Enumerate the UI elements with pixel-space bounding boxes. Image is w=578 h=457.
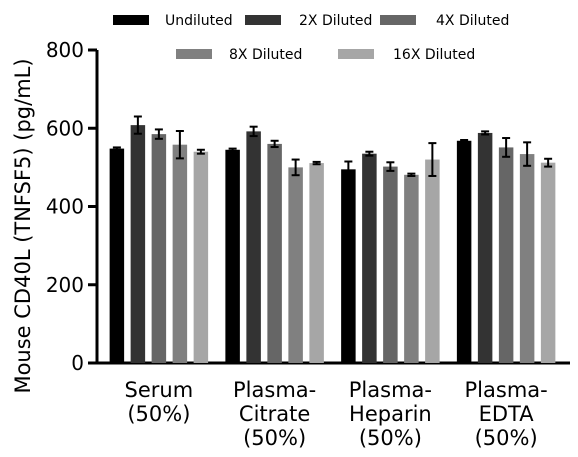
- bar: [109, 148, 125, 363]
- legend-label: 16X Diluted: [393, 47, 475, 63]
- legend-item: 4X Diluted: [380, 13, 509, 29]
- bar: [456, 140, 472, 363]
- bar: [246, 131, 261, 363]
- legend-swatch: [113, 15, 149, 25]
- bar: [498, 147, 514, 363]
- y-tick-label: 0: [71, 351, 84, 375]
- legend-item: 16X Diluted: [338, 47, 475, 63]
- error-bar: [460, 138, 469, 143]
- error-bar: [407, 172, 416, 177]
- bar: [309, 163, 324, 363]
- y-axis-label: Mouse CD40L (TNFSF5) (pg/mL): [11, 58, 35, 393]
- bar: [540, 162, 556, 363]
- legend-label: 8X Diluted: [229, 47, 302, 63]
- legend-label: 4X Diluted: [436, 13, 509, 29]
- bar: [341, 169, 356, 363]
- error-bar: [428, 142, 437, 177]
- error-bar: [312, 160, 321, 166]
- error-bar: [502, 137, 511, 158]
- error-bar: [196, 148, 205, 155]
- bar: [267, 143, 282, 363]
- error-bar: [481, 130, 490, 136]
- error-bar: [344, 160, 353, 179]
- legend-item: 2X Diluted: [245, 13, 372, 29]
- bar: [362, 153, 377, 363]
- bar: [151, 134, 167, 363]
- error-bar: [291, 158, 300, 177]
- bar: [288, 167, 303, 363]
- legend-item: Undiluted: [113, 13, 233, 29]
- bar: [225, 149, 240, 363]
- category-labels: Serum (50%) Plasma-Citrate (50%) Plasma-Hepa…: [125, 378, 548, 450]
- y-tick-label: 400: [46, 195, 84, 219]
- bars: [109, 125, 556, 364]
- legend-swatch: [176, 49, 212, 59]
- bar: [519, 154, 535, 363]
- bar: [477, 132, 493, 363]
- legend-label: 2X Diluted: [299, 13, 372, 29]
- error-bar: [154, 128, 163, 140]
- x-category-label: Plasma-Citrate (50%): [233, 378, 316, 450]
- x-category-label: Plasma-EDTA (50%): [465, 378, 548, 450]
- error-bar: [270, 139, 279, 149]
- error-bars: [112, 115, 553, 179]
- error-bar: [175, 129, 184, 160]
- legend-swatch: [245, 15, 281, 25]
- bar: [383, 166, 398, 363]
- y-tick-label: 800: [46, 38, 84, 62]
- y-tick-label: 600: [46, 116, 84, 140]
- bar: [130, 125, 146, 364]
- error-bar: [386, 161, 395, 172]
- bar: [193, 151, 209, 363]
- error-bar: [133, 115, 142, 135]
- error-bar: [365, 150, 374, 157]
- error-bar: [228, 147, 237, 152]
- legend-swatch: [380, 15, 416, 25]
- y-tick-label: 200: [46, 273, 84, 297]
- error-bar: [249, 125, 258, 138]
- bar: [172, 144, 188, 363]
- legend: Undiluted 2X Diluted 4X Diluted 8X Diluted 1…: [113, 13, 509, 63]
- x-category-label: Serum (50%): [125, 378, 194, 426]
- legend-item: 8X Diluted: [176, 47, 302, 63]
- bar: [404, 174, 419, 363]
- bar: [425, 159, 440, 363]
- legend-label: Undiluted: [165, 13, 233, 29]
- error-bar: [112, 146, 121, 151]
- legend-swatch: [338, 49, 374, 59]
- error-bar: [523, 141, 532, 167]
- error-bar: [544, 157, 553, 168]
- x-category-label: Plasma-Heparin (50%): [349, 378, 432, 450]
